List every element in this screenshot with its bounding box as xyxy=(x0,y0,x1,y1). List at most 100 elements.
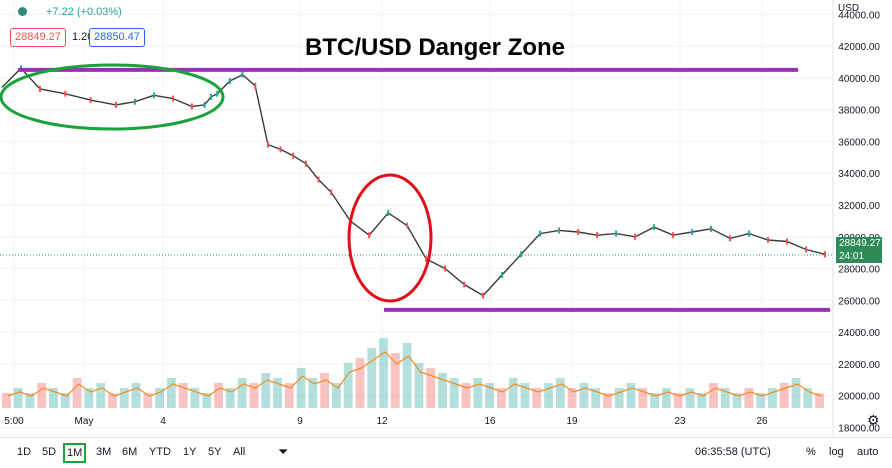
y-tick-label: 42000.00 xyxy=(838,42,880,53)
volume-bar xyxy=(485,383,494,408)
spread-value: 1.20 xyxy=(72,31,94,43)
candle-mark xyxy=(133,98,136,105)
volume-bar xyxy=(603,393,612,408)
timeframe-6m[interactable]: 6M xyxy=(122,446,138,458)
candle-mark xyxy=(304,160,307,167)
volume-bar xyxy=(673,393,683,408)
candle-mark xyxy=(577,229,580,236)
bottom-toolbar: 1D 5D 1M 3M 6M YTD 1Y 5Y All ⏷ 06:35:58 … xyxy=(0,437,892,468)
candle-mark xyxy=(190,103,193,110)
volume-bar xyxy=(791,378,801,408)
volume-bar xyxy=(390,353,400,408)
candle-mark xyxy=(558,227,561,234)
y-tick-label: 34000.00 xyxy=(838,169,880,180)
candle-mark xyxy=(64,90,67,97)
candle-mark xyxy=(317,176,320,183)
candle-mark xyxy=(254,82,257,89)
candle-mark xyxy=(729,235,732,242)
timeframe-3m[interactable]: 3M xyxy=(96,446,112,458)
candle-mark xyxy=(653,224,656,231)
volume-bar xyxy=(225,388,235,408)
y-tick-label: 36000.00 xyxy=(838,137,880,148)
candle-mark xyxy=(228,78,231,85)
volume-bar xyxy=(650,393,659,408)
y-tick-label: 20000.00 xyxy=(838,392,880,403)
volume-bar xyxy=(697,393,707,408)
volume-bar xyxy=(756,393,766,408)
date-range-icon[interactable]: ⏷ xyxy=(278,444,289,459)
volume-bar xyxy=(591,388,601,408)
volume-bar xyxy=(119,388,129,408)
x-tick-label: 12 xyxy=(376,416,388,427)
timeframe-5d[interactable]: 5D xyxy=(42,446,57,458)
timeframe-5y[interactable]: 5Y xyxy=(208,446,222,458)
log-toggle[interactable]: log xyxy=(829,446,844,458)
volume-bar xyxy=(214,383,223,408)
candle-mark xyxy=(387,209,390,216)
candle-mark xyxy=(89,97,92,104)
volume-bar xyxy=(426,368,436,408)
x-tick-label: May xyxy=(75,416,94,427)
volume-bar xyxy=(308,378,318,408)
y-tick-label: 18000.00 xyxy=(838,423,880,434)
volume-bar xyxy=(355,358,365,408)
volume-bar xyxy=(508,378,518,408)
volume-bar xyxy=(438,373,447,408)
settings-gear-icon[interactable]: ⚙ xyxy=(867,412,880,428)
candle-mark xyxy=(209,93,212,100)
candle-mark xyxy=(805,246,808,253)
volume-bar xyxy=(815,393,824,408)
volume-bar xyxy=(261,373,271,408)
sell-button[interactable]: 28849.27 xyxy=(10,28,66,47)
volume-bar xyxy=(273,378,282,408)
volume-bar xyxy=(614,388,624,408)
volume-bar xyxy=(461,383,471,408)
volume-bar xyxy=(343,363,353,408)
volume-bar xyxy=(497,388,506,408)
volume-bar xyxy=(662,388,671,408)
volume-bar xyxy=(2,393,11,408)
x-tick-label: 26 xyxy=(756,416,768,427)
candle-mark xyxy=(241,71,244,78)
timeframe-1m[interactable]: 1M xyxy=(63,443,87,463)
volume-bar xyxy=(532,388,542,408)
countdown-value: 24:01 xyxy=(839,251,865,262)
candle-mark xyxy=(330,189,333,196)
volume-bar xyxy=(25,393,35,408)
timeframe-1y[interactable]: 1Y xyxy=(183,446,197,458)
volume-bar xyxy=(131,383,141,408)
volume-bar xyxy=(249,383,259,408)
candle-mark xyxy=(425,256,428,263)
volume-bar xyxy=(49,388,58,408)
volume-bar xyxy=(143,393,153,408)
y-tick-label: 22000.00 xyxy=(838,360,880,371)
volume-bar xyxy=(167,378,176,408)
candle-mark xyxy=(216,90,219,97)
timeframe-all[interactable]: All xyxy=(233,446,246,458)
candle-mark xyxy=(444,265,447,272)
volume-bar xyxy=(13,388,23,408)
y-tick-label: 32000.00 xyxy=(838,201,880,212)
x-tick-label: 4 xyxy=(160,416,166,427)
candle-mark xyxy=(710,225,713,232)
volume-bar xyxy=(626,383,636,408)
candle-mark xyxy=(463,281,466,288)
volume-bar xyxy=(555,378,565,408)
volume-bar xyxy=(473,378,483,408)
candle-mark xyxy=(672,232,675,239)
candle-mark xyxy=(824,251,826,258)
auto-toggle[interactable]: auto xyxy=(857,446,879,458)
y-tick-label: 28000.00 xyxy=(838,265,880,276)
price-change: +7.22 (+0.03%) xyxy=(46,6,122,18)
percent-toggle[interactable]: % xyxy=(806,446,816,458)
buy-button[interactable]: 28850.47 xyxy=(89,28,145,47)
timeframe-1d[interactable]: 1D xyxy=(17,446,32,458)
volume-bar xyxy=(155,388,164,408)
volume-bar xyxy=(803,388,813,408)
candle-mark xyxy=(406,222,409,229)
x-tick-label: 16 xyxy=(484,416,496,427)
currency-label: USD xyxy=(838,3,860,14)
candle-mark xyxy=(767,236,770,243)
timeframe-ytd[interactable]: YTD xyxy=(149,446,171,458)
